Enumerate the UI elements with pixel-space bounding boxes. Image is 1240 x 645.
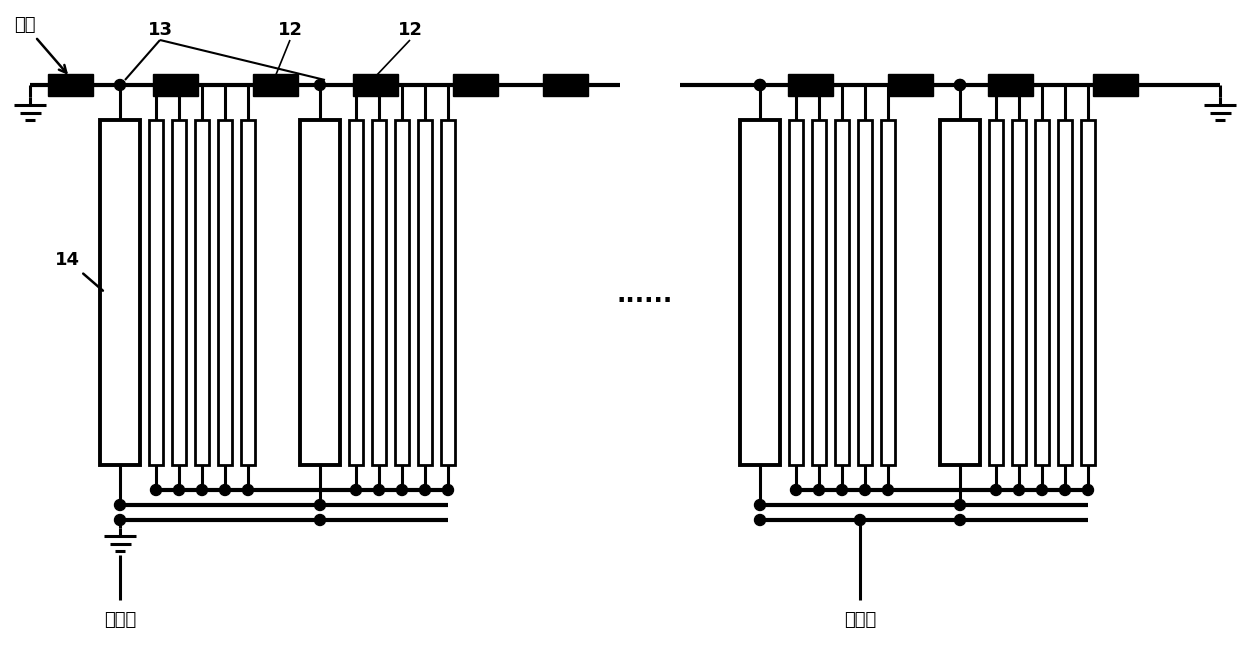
Circle shape	[419, 484, 430, 495]
Circle shape	[754, 79, 765, 90]
Circle shape	[1037, 484, 1048, 495]
Bar	[453, 74, 497, 96]
Bar	[218, 120, 232, 465]
Circle shape	[813, 484, 825, 495]
Circle shape	[243, 484, 253, 495]
Circle shape	[114, 499, 125, 510]
Bar	[1012, 120, 1025, 465]
Bar	[149, 120, 162, 465]
Circle shape	[955, 499, 966, 510]
Text: 13: 13	[148, 21, 172, 39]
Bar	[812, 120, 826, 465]
Circle shape	[991, 484, 1002, 495]
Circle shape	[315, 515, 325, 526]
Circle shape	[883, 484, 894, 495]
Bar	[241, 120, 255, 465]
Bar	[1035, 120, 1049, 465]
Circle shape	[114, 79, 125, 90]
Text: 12: 12	[398, 21, 423, 39]
Circle shape	[754, 79, 765, 90]
Bar	[100, 120, 140, 465]
Circle shape	[315, 79, 325, 90]
Text: 14: 14	[55, 251, 103, 291]
Circle shape	[219, 484, 231, 495]
Circle shape	[955, 79, 966, 90]
Bar	[352, 74, 398, 96]
Text: 12: 12	[278, 21, 303, 39]
Circle shape	[754, 515, 765, 526]
Circle shape	[351, 484, 362, 495]
Circle shape	[955, 79, 966, 90]
Circle shape	[150, 484, 161, 495]
Bar	[253, 74, 298, 96]
Bar	[789, 120, 804, 465]
Circle shape	[196, 484, 207, 495]
Bar	[1058, 120, 1073, 465]
Bar	[172, 120, 186, 465]
Circle shape	[443, 484, 454, 495]
Circle shape	[859, 484, 870, 495]
Circle shape	[955, 515, 966, 526]
Circle shape	[174, 484, 185, 495]
Bar	[441, 120, 455, 465]
Circle shape	[754, 499, 765, 510]
Bar	[195, 120, 210, 465]
Bar	[396, 120, 409, 465]
Bar	[300, 120, 340, 465]
Circle shape	[1083, 484, 1094, 495]
Text: 正电压: 正电压	[104, 611, 136, 629]
Bar	[543, 74, 588, 96]
Circle shape	[854, 515, 866, 526]
Bar	[348, 120, 363, 465]
Text: 负电压: 负电压	[844, 611, 877, 629]
Bar	[987, 74, 1033, 96]
Bar	[990, 120, 1003, 465]
Bar	[740, 120, 780, 465]
Bar	[940, 120, 980, 465]
Bar	[858, 120, 872, 465]
Bar	[153, 74, 197, 96]
Circle shape	[397, 484, 408, 495]
Circle shape	[1013, 484, 1024, 495]
Circle shape	[837, 484, 847, 495]
Text: ......: ......	[616, 283, 673, 307]
Text: 电阶: 电阶	[14, 16, 67, 73]
Circle shape	[1059, 484, 1070, 495]
Bar	[787, 74, 832, 96]
Bar	[1092, 74, 1137, 96]
Circle shape	[791, 484, 801, 495]
Bar	[47, 74, 93, 96]
Bar	[372, 120, 386, 465]
Bar	[888, 74, 932, 96]
Bar	[1081, 120, 1095, 465]
Bar	[835, 120, 849, 465]
Circle shape	[373, 484, 384, 495]
Circle shape	[315, 499, 325, 510]
Bar	[418, 120, 432, 465]
Bar	[880, 120, 895, 465]
Circle shape	[114, 515, 125, 526]
